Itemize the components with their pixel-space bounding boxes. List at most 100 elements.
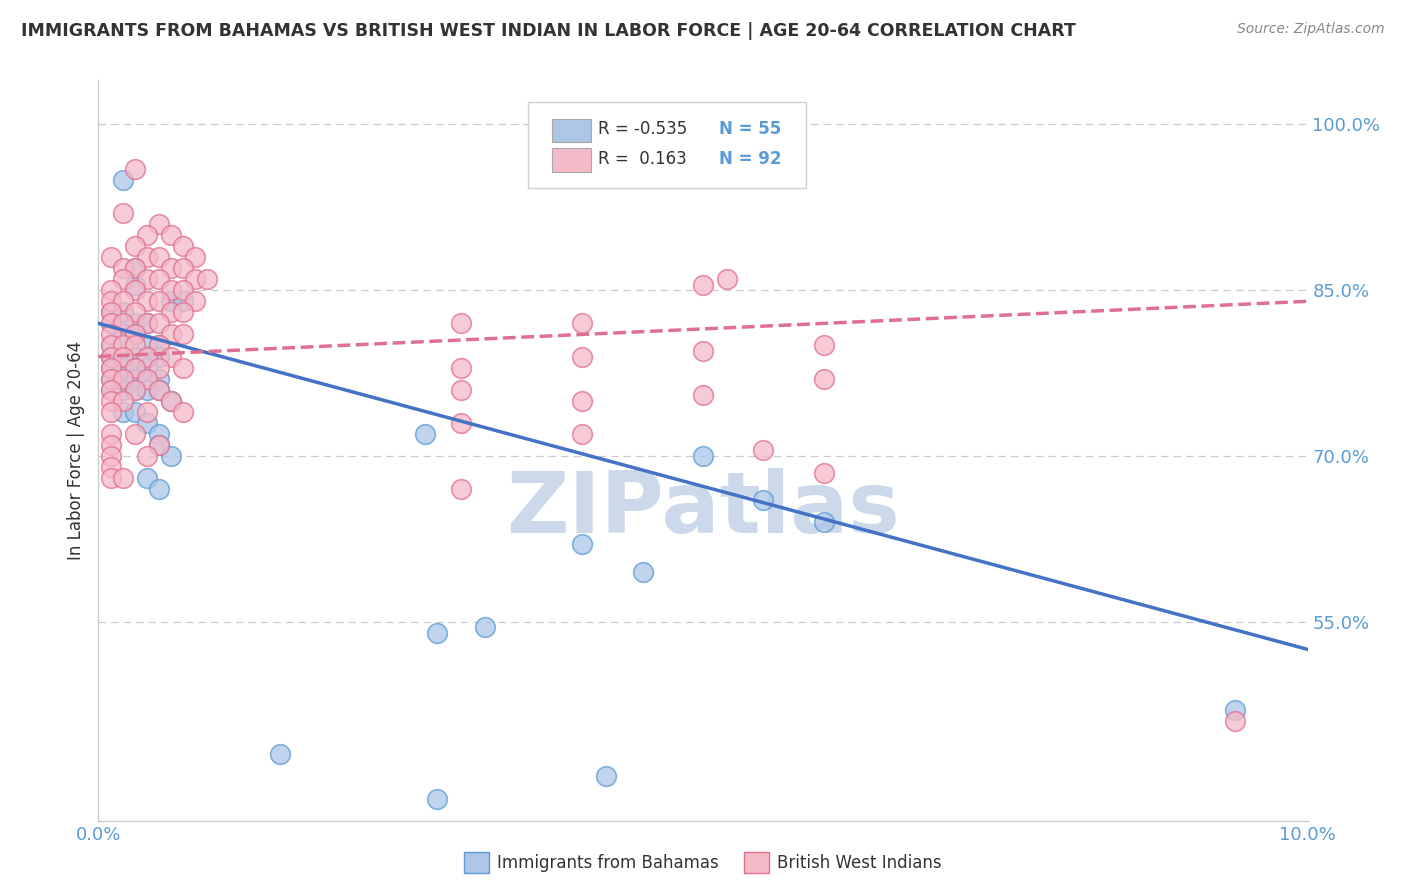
- Point: [111, 393, 134, 408]
- Point: [716, 272, 738, 286]
- Point: [135, 383, 157, 397]
- Point: [184, 250, 207, 264]
- Point: [571, 317, 593, 331]
- Text: Source: ZipAtlas.com: Source: ZipAtlas.com: [1237, 22, 1385, 37]
- Point: [135, 371, 157, 385]
- Point: [124, 371, 146, 385]
- Point: [692, 277, 714, 292]
- Point: [692, 388, 714, 402]
- Point: [100, 360, 122, 375]
- Point: [148, 250, 170, 264]
- Point: [160, 449, 183, 463]
- Point: [124, 360, 146, 375]
- Point: [111, 471, 134, 485]
- Point: [692, 449, 714, 463]
- Point: [111, 350, 134, 364]
- Point: [124, 350, 146, 364]
- Point: [111, 371, 134, 385]
- Point: [160, 350, 183, 364]
- Point: [148, 294, 170, 309]
- Point: [135, 317, 157, 331]
- Point: [571, 537, 593, 551]
- Point: [1223, 703, 1246, 717]
- Point: [692, 344, 714, 359]
- Point: [195, 272, 218, 286]
- Point: [124, 161, 146, 176]
- Point: [100, 405, 122, 419]
- Text: N = 92: N = 92: [718, 150, 782, 168]
- Point: [111, 305, 134, 319]
- Point: [124, 277, 146, 292]
- Text: R = -0.535: R = -0.535: [598, 120, 688, 138]
- Point: [100, 305, 122, 319]
- Point: [813, 516, 835, 530]
- Point: [100, 294, 122, 309]
- Point: [148, 426, 170, 441]
- Point: [124, 317, 146, 331]
- Point: [148, 438, 170, 452]
- Point: [752, 443, 775, 458]
- Y-axis label: In Labor Force | Age 20-64: In Labor Force | Age 20-64: [66, 341, 84, 560]
- Point: [135, 360, 157, 375]
- Point: [100, 449, 122, 463]
- Point: [100, 460, 122, 475]
- Point: [148, 272, 170, 286]
- Point: [111, 261, 134, 276]
- Point: [135, 272, 157, 286]
- Point: [450, 482, 472, 496]
- Point: [813, 338, 835, 352]
- Point: [160, 393, 183, 408]
- Point: [148, 360, 170, 375]
- Point: [124, 261, 146, 276]
- Point: [1223, 714, 1246, 729]
- Point: [124, 239, 146, 253]
- Point: [184, 272, 207, 286]
- Point: [148, 317, 170, 331]
- Point: [148, 482, 170, 496]
- Point: [124, 283, 146, 297]
- Point: [413, 426, 436, 441]
- Point: [172, 405, 194, 419]
- Point: [100, 383, 122, 397]
- Point: [172, 239, 194, 253]
- Point: [124, 383, 146, 397]
- Point: [100, 327, 122, 342]
- Point: [571, 350, 593, 364]
- Point: [135, 416, 157, 430]
- Point: [148, 338, 170, 352]
- FancyBboxPatch shape: [551, 148, 591, 172]
- Point: [124, 261, 146, 276]
- Point: [135, 250, 157, 264]
- Point: [752, 493, 775, 508]
- Point: [135, 371, 157, 385]
- Point: [571, 426, 593, 441]
- Point: [100, 305, 122, 319]
- Point: [172, 294, 194, 309]
- Point: [148, 383, 170, 397]
- Point: [100, 283, 122, 297]
- Point: [100, 371, 122, 385]
- Point: [100, 250, 122, 264]
- Point: [124, 405, 146, 419]
- Point: [111, 172, 134, 186]
- Point: [124, 383, 146, 397]
- Point: [450, 317, 472, 331]
- Point: [450, 383, 472, 397]
- Legend: Immigrants from Bahamas, British West Indians: Immigrants from Bahamas, British West In…: [457, 846, 949, 880]
- Point: [148, 371, 170, 385]
- Point: [111, 405, 134, 419]
- Point: [100, 350, 122, 364]
- Point: [111, 383, 134, 397]
- Point: [100, 317, 122, 331]
- Point: [172, 305, 194, 319]
- Text: IMMIGRANTS FROM BAHAMAS VS BRITISH WEST INDIAN IN LABOR FORCE | AGE 20-64 CORREL: IMMIGRANTS FROM BAHAMAS VS BRITISH WEST …: [21, 22, 1076, 40]
- Point: [111, 360, 134, 375]
- Point: [100, 383, 122, 397]
- Point: [100, 371, 122, 385]
- Point: [160, 227, 183, 242]
- Point: [148, 217, 170, 231]
- Point: [111, 371, 134, 385]
- Point: [135, 227, 157, 242]
- Point: [135, 471, 157, 485]
- Point: [100, 350, 122, 364]
